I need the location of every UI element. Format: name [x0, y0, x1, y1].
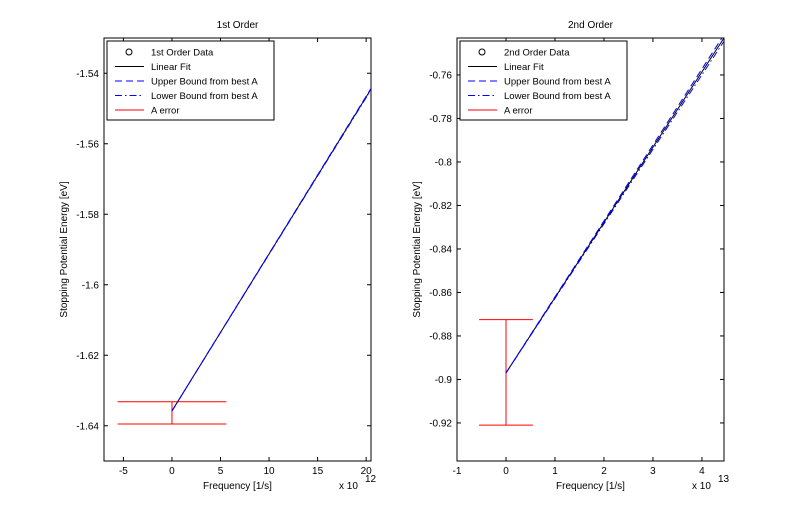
y-tick-label: -1.54 — [76, 69, 99, 80]
legend-label: Lower Bound from best A — [151, 91, 258, 102]
series-line-upper-bound-from-best-a — [505, 38, 723, 374]
x-tick-label: 0 — [169, 466, 175, 477]
y-tick-label: -0.86 — [429, 288, 452, 299]
legend-label: Linear Fit — [504, 62, 544, 73]
x-exponent-prefix: x 10 — [692, 481, 711, 492]
legend-marker-circle — [478, 48, 486, 56]
y-tick-label: -0.88 — [429, 331, 452, 342]
legend-label: A error — [504, 106, 533, 117]
x-tick-label: 4 — [699, 466, 705, 477]
chart-title: 1st Order — [217, 20, 259, 31]
y-tick-label: -0.92 — [429, 418, 452, 429]
legend-label: Upper Bound from best A — [151, 77, 258, 88]
x-tick-label: 1 — [552, 466, 558, 477]
legend-box — [106, 40, 275, 121]
x-exponent-prefix: x 10 — [339, 481, 358, 492]
error-bar — [117, 401, 227, 425]
chart-1st-order: 1st Order -5 0 5 10 15 20 -1.64 -1.62 -1.6 -1.58 -1… — [59, 20, 377, 492]
legend-label: 2nd Order Data — [504, 48, 570, 59]
x-tick-label: 15 — [312, 466, 324, 477]
y-tick-label: -0.78 — [429, 114, 452, 125]
legend: 2nd Order Data Linear Fit Upper Bound from… — [459, 40, 628, 121]
legend: 1st Order Data Linear Fit Upper Bound from… — [106, 40, 275, 121]
legend-label: Upper Bound from best A — [504, 77, 611, 88]
chart-title: 2nd Order — [568, 20, 614, 31]
y-tick-label: -0.9 — [435, 375, 453, 386]
x-tick-label: 20 — [361, 466, 373, 477]
series-group — [505, 38, 724, 374]
legend-label: A error — [151, 106, 180, 117]
x-exponent-power: 13 — [718, 474, 730, 485]
y-tick-label: -0.76 — [429, 70, 452, 81]
y-axis-label: Stopping Potential Energy [eV] — [59, 181, 70, 317]
x-tick-label: 10 — [263, 466, 275, 477]
y-axis-label: Stopping Potential Energy [eV] — [412, 181, 423, 317]
legend-marker-circle — [125, 48, 133, 56]
y-tick-label: -1.62 — [76, 351, 99, 362]
y-tick-label: -0.84 — [429, 244, 452, 255]
x-tick-label: -1 — [453, 466, 462, 477]
series-group — [171, 88, 371, 412]
x-tick-label: 5 — [218, 466, 224, 477]
x-axis-label: Frequency [1/s] — [556, 481, 625, 492]
x-exponent-power: 12 — [365, 474, 377, 485]
legend-label: 1st Order Data — [151, 48, 214, 59]
x-tick-label: 2 — [601, 466, 607, 477]
y-tick-label: -0.8 — [435, 157, 453, 168]
x-tick-label: 0 — [503, 466, 509, 477]
y-tick-label: -1.64 — [76, 421, 99, 432]
y-tick-label: -1.58 — [76, 210, 99, 221]
y-tick-label: -1.56 — [76, 139, 99, 150]
legend-label: Lower Bound from best A — [504, 91, 611, 102]
series-line-lower-bound-from-best-a — [171, 89, 371, 412]
y-tick-label: -1.6 — [82, 280, 100, 291]
x-tick-label: -5 — [119, 466, 128, 477]
x-tick-label: 3 — [650, 466, 656, 477]
legend-label: Linear Fit — [151, 62, 191, 73]
chart-2nd-order: 2nd Order -1 0 1 2 3 4 -0.92 -0.9 -0.88 -0.86 -0.84… — [412, 20, 730, 492]
y-tick-label: -0.82 — [429, 201, 452, 212]
x-axis-label: Frequency [1/s] — [203, 481, 272, 492]
legend-box — [459, 40, 628, 121]
